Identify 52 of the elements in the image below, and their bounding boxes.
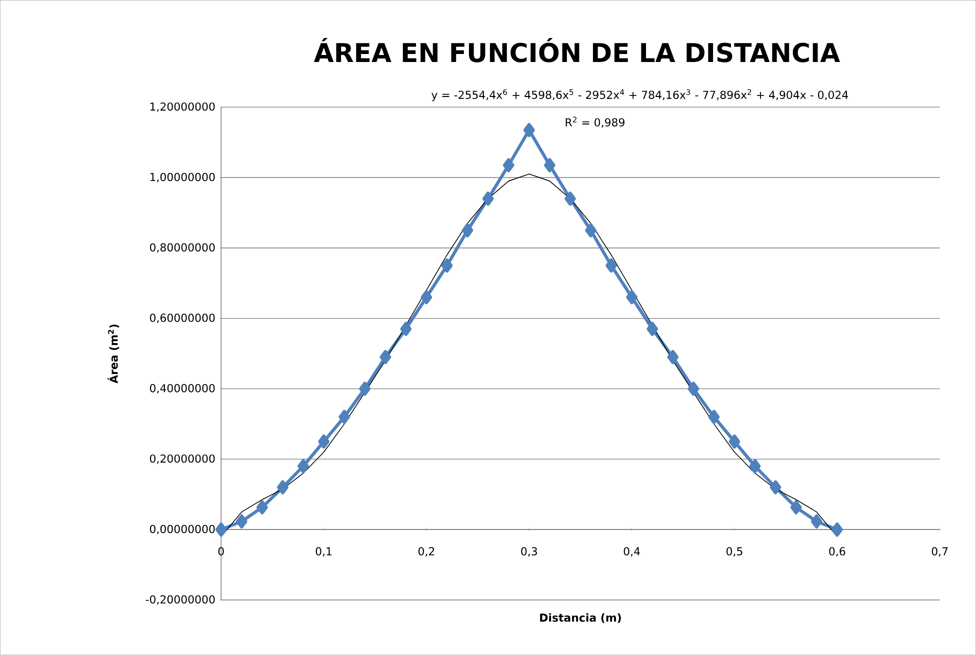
point	[400, 322, 412, 336]
point	[667, 350, 679, 364]
y-axis-title: Área (m$^{2}$)	[108, 324, 120, 384]
point	[318, 434, 330, 449]
x-tick-label: 0,1	[316, 547, 332, 556]
x-axis-title: Distancia (m)	[540, 613, 621, 623]
point	[831, 522, 843, 537]
point	[298, 459, 309, 474]
point	[359, 382, 371, 396]
y-tick-label: 0,20000000	[150, 454, 215, 464]
point	[441, 258, 453, 273]
point	[420, 290, 432, 304]
point	[810, 514, 822, 528]
point	[646, 322, 658, 336]
y-tick-label: 0,40000000	[150, 384, 215, 394]
y-tick-label: 1,00000000	[150, 172, 215, 182]
point	[215, 522, 227, 537]
point	[585, 223, 596, 238]
y-tick-label: 0,00000000	[150, 524, 215, 534]
point	[688, 382, 700, 396]
y-tick-label: 1,20000000	[150, 102, 215, 112]
y-tick-label: 0,60000000	[150, 314, 215, 323]
point	[728, 434, 740, 449]
point	[277, 480, 288, 494]
annotation: R$^{2}$ = 0,989	[566, 116, 624, 128]
x-tick-label: 0,7	[932, 547, 948, 556]
chart-title: ÁREA EN FUNCIÓN DE LA DISTANCIA	[314, 38, 840, 62]
point	[482, 192, 494, 206]
point	[380, 350, 392, 364]
point	[749, 459, 761, 474]
x-tick-label: 0,4	[624, 547, 640, 556]
point	[564, 192, 576, 206]
point	[790, 500, 802, 514]
x-tick-label: 0,2	[418, 547, 434, 556]
point	[523, 122, 535, 138]
x-tick-label: 0,6	[829, 547, 846, 556]
point	[626, 290, 638, 304]
text: y = -2554,4x$^{6}$ + 4598,6x$^{5}$ - 2952x$^{4}$ + 784,16x$^{3}$ - 77,896x$^{2}$ + 4,904x - 0,024	[432, 89, 848, 102]
point	[708, 410, 720, 424]
y-tick-label: -0,20000000	[146, 595, 215, 605]
point	[606, 258, 617, 273]
x-tick-label: 0	[218, 547, 224, 556]
x-tick-label: 0,5	[726, 547, 742, 556]
point	[770, 480, 782, 494]
point	[256, 500, 268, 514]
point	[236, 514, 248, 528]
y-tick-label: 0,80000000	[150, 243, 215, 253]
point	[544, 158, 556, 172]
point	[462, 223, 474, 238]
x-tick-label: 0,3	[521, 547, 537, 556]
point	[502, 158, 514, 172]
point	[338, 410, 350, 424]
